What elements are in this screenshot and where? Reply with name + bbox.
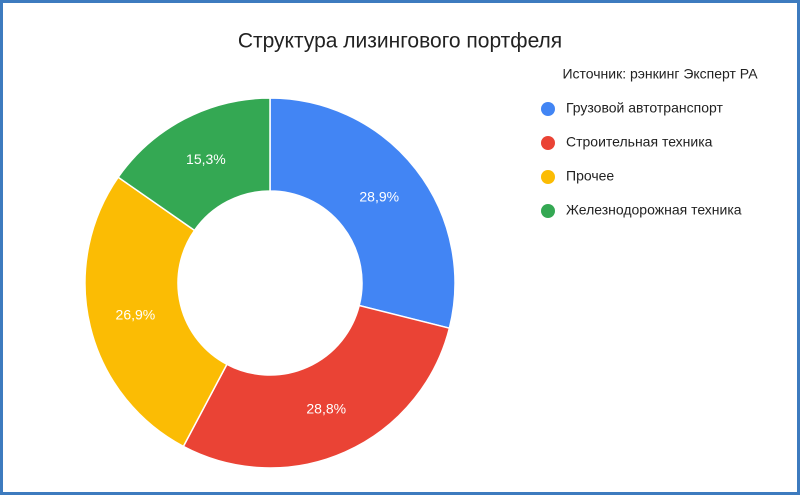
legend-swatch [541, 102, 555, 116]
slice [117, 97, 271, 232]
legend-label: Строительная техника [566, 134, 713, 150]
legend-swatch [541, 170, 555, 184]
data-label: 15,3% [186, 151, 226, 167]
legend-label: Грузовой автотранспорт [566, 100, 723, 116]
legend-swatch [541, 136, 555, 150]
slice [269, 97, 456, 330]
chart-subtitle: Источник: рэнкинг Эксперт РА [562, 66, 758, 82]
slice [84, 176, 228, 448]
slice [182, 304, 451, 469]
legend-label: Железнодорожная техника [566, 202, 742, 218]
data-label: 28,9% [359, 189, 399, 205]
legend-label: Прочее [566, 168, 614, 184]
legend-swatch [541, 204, 555, 218]
data-label: 26,9% [116, 306, 156, 322]
chart-title: Структура лизингового портфеля [238, 30, 562, 53]
data-label: 28,8% [306, 400, 346, 416]
